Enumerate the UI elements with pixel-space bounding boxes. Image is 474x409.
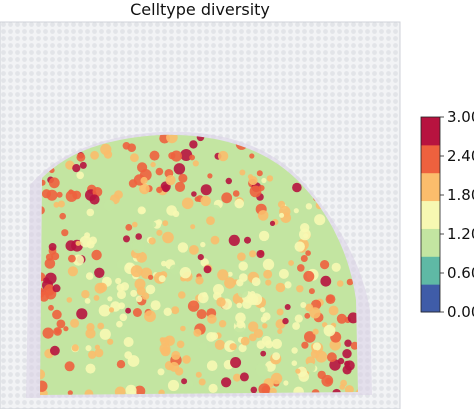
colorbar-tick-label: 2.40 bbox=[447, 147, 474, 165]
colorbar-band bbox=[421, 144, 440, 174]
colorbar-band bbox=[421, 200, 440, 229]
slide-border bbox=[0, 21, 401, 409]
colorbar-band bbox=[421, 256, 440, 285]
colorbar-band bbox=[421, 284, 440, 313]
colorbar-band bbox=[421, 228, 440, 257]
colorbar-band bbox=[421, 172, 440, 202]
colorbar-band bbox=[421, 117, 440, 146]
colorbar-tick-label: 1.20 bbox=[447, 225, 474, 243]
chart-title: Celltype diversity bbox=[130, 0, 270, 19]
colorbar-frame bbox=[420, 116, 441, 313]
colorbar-tick-label: 0.60 bbox=[447, 264, 474, 282]
colorbar-tick-label: 3.00 bbox=[447, 108, 474, 126]
colorbar-tick-label: 1.80 bbox=[447, 186, 474, 204]
colorbar-tick-label: 0.00 bbox=[447, 303, 474, 321]
colorbar: 0.00 0.60 1.20 1.80 2.40 3.00 bbox=[420, 108, 474, 321]
